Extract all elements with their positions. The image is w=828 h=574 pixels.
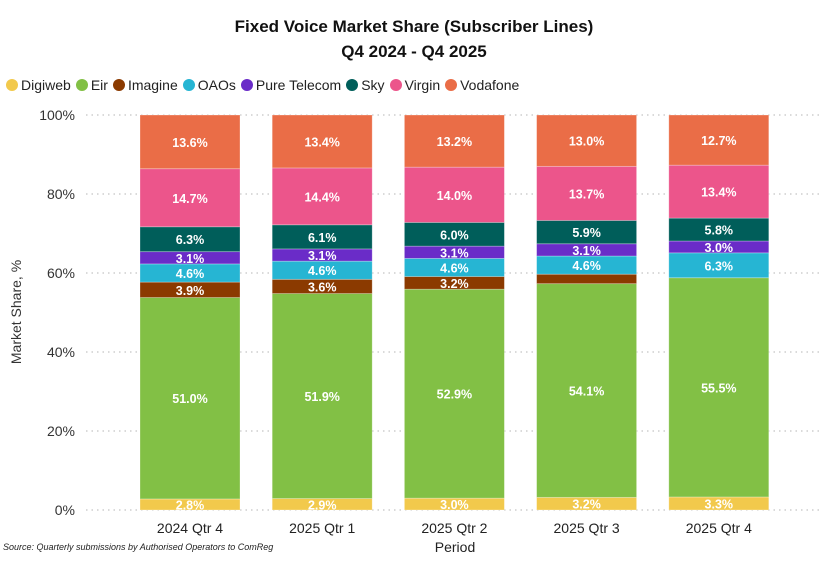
- bar-segment-virgin[interactable]: [403, 166, 505, 223]
- bar-segment-vodafone[interactable]: [403, 114, 505, 168]
- bar-segment-eir[interactable]: [271, 293, 373, 499]
- data-label: 13.0%: [569, 135, 604, 149]
- legend-item[interactable]: Vodafone: [445, 77, 519, 93]
- y-tick-label: 60%: [47, 265, 75, 281]
- bar-segment-sky[interactable]: [139, 226, 241, 253]
- data-label: 14.4%: [304, 190, 339, 204]
- data-label: 2.8%: [176, 498, 205, 512]
- data-label: 13.7%: [569, 187, 604, 201]
- data-label: 5.9%: [572, 226, 601, 240]
- data-label: 3.1%: [440, 246, 469, 260]
- data-label: 52.9%: [437, 388, 472, 402]
- legend: Digiweb Eir Imagine OAOs Pure Telecom Sky Virg…: [6, 77, 524, 93]
- data-label: 3.0%: [440, 498, 469, 512]
- data-label: 51.9%: [304, 390, 339, 404]
- data-label: 54.1%: [569, 385, 604, 399]
- bar-segment-oaos[interactable]: [668, 252, 770, 279]
- legend-item[interactable]: Digiweb: [6, 77, 71, 93]
- legend-label: Virgin: [404, 77, 441, 93]
- data-label: 3.2%: [572, 498, 601, 512]
- legend-item[interactable]: Sky: [346, 77, 385, 93]
- chart-subtitle: Q4 2024 - Q4 2025: [341, 42, 487, 61]
- legend-item[interactable]: Eir: [75, 77, 108, 93]
- legend-swatch-icon: [182, 79, 195, 91]
- legend-label: Digiweb: [21, 77, 71, 93]
- legend-swatch-icon: [346, 79, 359, 91]
- bar-segment-vodafone[interactable]: [271, 114, 373, 169]
- bar-segment-vodafone[interactable]: [668, 114, 770, 166]
- y-tick-label: 40%: [47, 344, 75, 360]
- data-label: 13.6%: [172, 136, 207, 150]
- legend-swatch-icon: [6, 79, 18, 91]
- data-label: 3.1%: [572, 244, 601, 258]
- data-label: 13.4%: [701, 186, 736, 200]
- bar-segment-eir[interactable]: [139, 297, 241, 500]
- x-tick-label: 2024 Qtr 4: [157, 520, 223, 536]
- legend-label: Sky: [361, 77, 385, 93]
- y-tick-label: 100%: [39, 107, 75, 123]
- bar-segment-vodafone[interactable]: [139, 114, 241, 170]
- x-tick-label: 2025 Qtr 2: [421, 520, 487, 536]
- source-note: Source: Quarterly submissions by Authori…: [3, 542, 274, 552]
- legend-swatch-icon: [445, 79, 458, 91]
- bar-segment-pure-telecom[interactable]: [536, 243, 637, 257]
- data-label: 4.6%: [572, 259, 601, 273]
- x-tick-label: 2025 Qtr 1: [289, 520, 355, 536]
- legend-label: OAOs: [197, 77, 236, 93]
- data-label: 4.6%: [176, 267, 205, 281]
- data-label: 3.0%: [705, 241, 734, 255]
- legend-label: Eir: [90, 77, 108, 93]
- x-tick-label: 2025 Qtr 3: [554, 520, 620, 536]
- legend-swatch-icon: [240, 79, 253, 91]
- x-axis-label: Period: [435, 539, 475, 555]
- y-tick-label: 0%: [55, 502, 75, 518]
- data-label: 3.1%: [176, 252, 205, 266]
- data-label: 6.3%: [176, 233, 205, 247]
- legend-swatch-icon: [112, 79, 125, 91]
- bar-segment-virgin[interactable]: [668, 164, 770, 219]
- data-label: 14.0%: [437, 189, 472, 203]
- bar-segment-virgin[interactable]: [536, 165, 637, 221]
- bar-segment-virgin[interactable]: [139, 168, 241, 228]
- x-tick-label: 2025 Qtr 4: [686, 520, 752, 536]
- legend-item[interactable]: Pure Telecom: [240, 77, 342, 93]
- legend-swatch-icon: [75, 79, 88, 91]
- data-label: 12.7%: [701, 134, 736, 148]
- data-label: 13.2%: [437, 135, 472, 149]
- data-label: 14.7%: [172, 192, 207, 206]
- bar-segment-eir[interactable]: [668, 277, 770, 498]
- legend-label: Imagine: [127, 77, 178, 93]
- data-label: 55.5%: [701, 381, 736, 395]
- data-label: 5.8%: [705, 224, 734, 238]
- y-axis-label: Market Share, %: [8, 260, 24, 364]
- chart-title: Fixed Voice Market Share (Subscriber Lin…: [234, 17, 594, 36]
- legend-label: Vodafone: [460, 77, 520, 93]
- y-tick-label: 20%: [47, 423, 75, 439]
- legend-item[interactable]: Imagine: [112, 77, 178, 93]
- data-label: 4.6%: [308, 264, 337, 278]
- data-label: 3.3%: [705, 497, 734, 511]
- y-tick-label: 80%: [47, 186, 75, 202]
- bar-segment-imagine[interactable]: [536, 273, 637, 285]
- data-label: 2.9%: [308, 498, 337, 512]
- legend-swatch-icon: [389, 79, 402, 91]
- data-label: 3.2%: [440, 277, 469, 291]
- legend-label: Pure Telecom: [255, 77, 342, 93]
- data-label: 6.0%: [440, 228, 469, 242]
- data-label: 6.3%: [705, 259, 734, 273]
- data-label: 4.6%: [440, 261, 469, 275]
- legend-item[interactable]: OAOs: [182, 77, 236, 93]
- data-label: 6.1%: [308, 231, 337, 245]
- bar-segment-eir[interactable]: [403, 288, 505, 499]
- data-label: 13.4%: [304, 135, 339, 149]
- data-label: 3.6%: [308, 280, 337, 294]
- bar-segment-vodafone[interactable]: [536, 114, 637, 167]
- data-label: 3.1%: [308, 249, 337, 263]
- data-label: 51.0%: [172, 392, 207, 406]
- bar-segment-virgin[interactable]: [271, 167, 373, 226]
- legend-item[interactable]: Virgin: [389, 77, 441, 93]
- data-label: 3.9%: [176, 284, 205, 298]
